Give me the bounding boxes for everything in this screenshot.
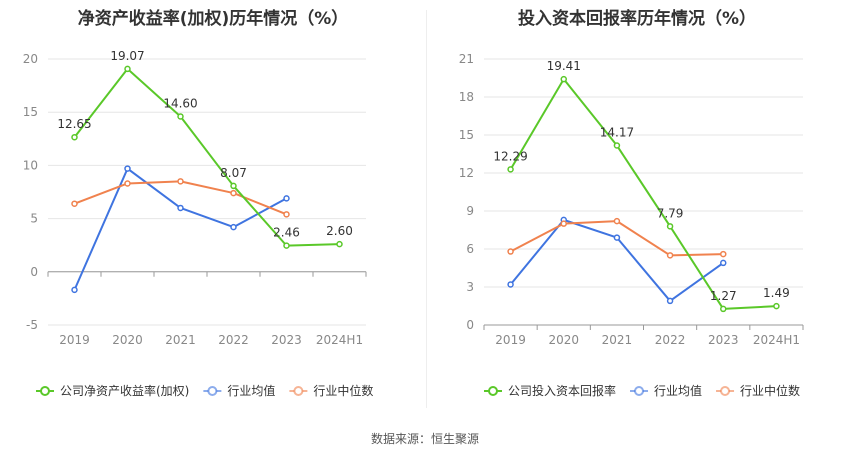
data-point	[124, 180, 131, 187]
x-tick-label: 2023	[271, 333, 302, 347]
y-tick-label: 10	[23, 158, 38, 172]
panel-divider	[426, 10, 427, 408]
data-point	[507, 281, 514, 288]
legend-marker	[488, 386, 498, 396]
x-tick-label: 2021	[602, 333, 633, 347]
legend-marker	[40, 386, 50, 396]
data-source: 数据来源：恒生聚源	[370, 432, 479, 446]
data-label: 2.60	[326, 224, 353, 238]
legend-label: 行业中位数	[313, 383, 373, 398]
y-tick-label: 20	[23, 52, 38, 66]
y-tick-label: 18	[459, 90, 474, 104]
x-tick-label: 2019	[495, 333, 526, 347]
legend-marker	[720, 386, 731, 396]
data-label: 14.60	[163, 96, 197, 110]
data-point	[720, 250, 727, 258]
data-point	[720, 259, 727, 267]
data-point	[177, 204, 184, 212]
data-point	[773, 302, 780, 310]
data-point	[124, 165, 131, 172]
x-tick-label: 2024H1	[753, 333, 800, 347]
data-label: 8.07	[220, 166, 247, 180]
y-tick-label: 15	[459, 128, 474, 142]
y-tick-label: 9	[466, 204, 474, 218]
data-point	[666, 252, 674, 259]
data-point	[560, 220, 567, 227]
x-tick-label: 2020	[548, 333, 579, 347]
y-tick-label: 3	[466, 280, 474, 294]
data-label: 19.07	[110, 49, 144, 63]
data-point	[230, 223, 237, 231]
x-tick-label: 2024H1	[316, 333, 363, 347]
data-label: 7.79	[657, 206, 684, 220]
data-point	[613, 234, 621, 241]
data-point	[177, 178, 184, 185]
x-tick-label: 2020	[112, 333, 143, 347]
data-point	[666, 297, 674, 305]
data-label: 2.46	[273, 226, 300, 240]
data-point	[283, 242, 290, 249]
legend-label: 行业均值	[654, 383, 702, 398]
data-point	[507, 248, 514, 255]
y-tick-label: -5	[26, 318, 38, 332]
x-tick-label: 2022	[655, 333, 686, 347]
data-label: 14.17	[600, 126, 634, 140]
legend-label: 行业均值	[227, 383, 275, 398]
chart-title-roe: 净资产收益率(加权)历年情况（%）	[77, 9, 349, 29]
data-point	[613, 217, 621, 225]
data-label: 19.41	[547, 59, 581, 73]
data-label: 1.27	[710, 289, 737, 303]
y-tick-label: 0	[30, 265, 38, 279]
legend-marker	[634, 386, 645, 396]
legend-label: 公司净资产收益率(加权)	[60, 383, 189, 398]
data-point	[230, 182, 237, 190]
data-label: 12.29	[493, 149, 527, 163]
y-tick-label: 21	[459, 52, 474, 66]
series-line	[73, 67, 340, 247]
data-point	[71, 133, 78, 141]
series-line	[509, 78, 777, 310]
x-tick-label: 2019	[59, 333, 90, 347]
data-label: 1.49	[763, 286, 790, 300]
y-tick-label: 15	[23, 105, 38, 119]
y-tick-label: 5	[30, 212, 38, 226]
data-label: 12.65	[57, 117, 91, 131]
data-point	[507, 166, 514, 173]
data-point	[720, 305, 727, 313]
data-point	[230, 189, 237, 197]
y-tick-label: 0	[466, 318, 474, 332]
chart-title-roic: 投入资本回报率历年情况（%）	[517, 9, 757, 29]
x-tick-label: 2022	[218, 333, 249, 347]
data-point	[71, 200, 78, 207]
data-point	[560, 75, 567, 83]
legend-marker	[293, 386, 304, 396]
y-tick-label: 6	[466, 242, 474, 256]
x-tick-label: 2023	[708, 333, 739, 347]
data-point	[177, 113, 184, 120]
x-tick-label: 2021	[165, 333, 196, 347]
data-point	[283, 211, 290, 218]
data-point	[666, 223, 674, 230]
legend-marker	[207, 386, 218, 396]
y-tick-label: 12	[459, 166, 474, 180]
legend-label: 行业中位数	[740, 383, 800, 398]
data-point	[613, 142, 621, 149]
data-point	[336, 240, 343, 248]
legend-label: 公司投入资本回报率	[508, 383, 616, 398]
data-point	[283, 195, 290, 202]
data-point	[71, 286, 78, 294]
data-point	[124, 65, 131, 73]
